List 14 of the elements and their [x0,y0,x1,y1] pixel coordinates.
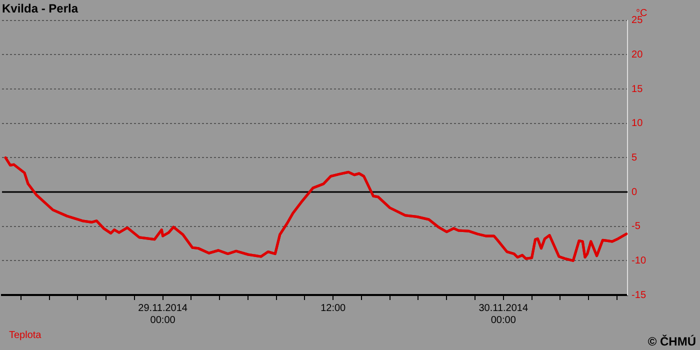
x-tick-label: 30.11.2014 00:00 [478,302,528,326]
y-tick-label: -5 [632,221,641,232]
y-tick-label: -15 [632,290,646,301]
x-tick-label: 29.11.2014 00:00 [138,302,188,326]
y-tick-label: 5 [632,152,638,164]
text: © ČHMÚ [648,334,696,348]
y-tick-label: 20 [632,49,644,60]
y-tick-label: 10 [632,118,644,130]
x-tick-label: 12:00 [320,302,346,314]
y-tick-label: 15 [632,84,644,95]
chart-title: Kvilda - Perla [2,2,78,16]
text: Teplota [9,330,42,341]
y-tick-label: -10 [632,255,646,266]
y-tick-label: 0 [632,186,638,198]
